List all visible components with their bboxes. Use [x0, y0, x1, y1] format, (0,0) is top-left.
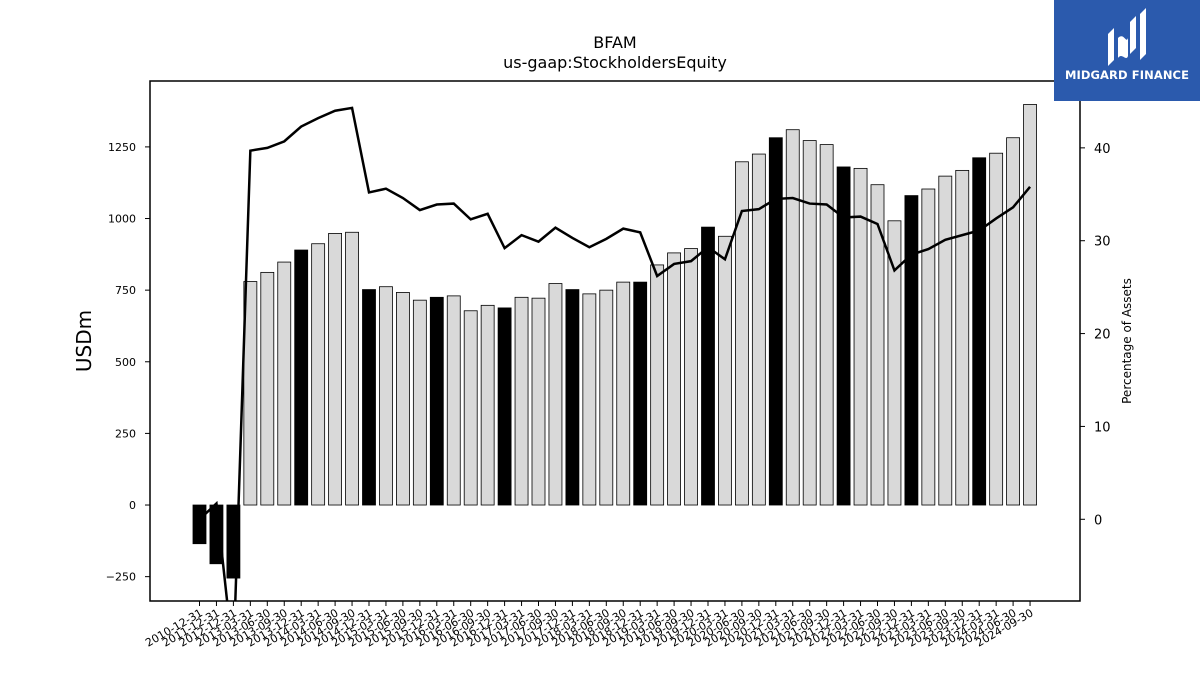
midgard-finance-logo: MIDGARD FINANCE — [1054, 0, 1200, 101]
bar-2019-03-31 — [650, 264, 665, 506]
bar-2015-06-30 — [395, 292, 410, 506]
bar-2014-12-31 — [362, 289, 376, 506]
bar-2017-06-30 — [531, 297, 546, 506]
bar-2018-03-31 — [582, 293, 597, 506]
y-tick-label: 750 — [115, 284, 136, 297]
bar-2016-03-31 — [446, 295, 461, 506]
bar-2020-03-31 — [718, 235, 732, 506]
bar-2020-12-31 — [768, 137, 783, 506]
bar-2014-06-30 — [328, 233, 343, 506]
y-axis-label: USDm — [72, 310, 96, 372]
bar-2014-03-31 — [311, 243, 326, 506]
y-tick-label: 0 — [129, 499, 136, 512]
right-axis-label: Percentage of Assets — [1120, 278, 1134, 404]
bar-2022-12-31 — [904, 195, 919, 506]
bar-2019-06-30 — [667, 252, 681, 506]
left-axis-ticks: −250 0 250 500 750 1000 1250 — [106, 141, 150, 584]
bar-2022-03-31 — [853, 167, 868, 506]
y-tick-label: 500 — [115, 356, 136, 369]
bar-2021-09-30 — [819, 144, 834, 506]
bar-2020-06-30 — [735, 161, 749, 506]
bar-2021-03-31 — [785, 129, 800, 506]
bar-2019-09-30 — [684, 248, 698, 506]
right-axis-ticks: 0 10 20 30 40 — [1080, 142, 1111, 528]
bar-2024-03-31 — [989, 152, 1004, 506]
y2-tick-label: 30 — [1094, 235, 1111, 250]
bar-2023-12-31 — [972, 157, 987, 506]
bar-2016-06-30 — [463, 310, 478, 506]
y2-tick-label: 20 — [1094, 328, 1111, 343]
plot-area-frame — [149, 80, 1081, 602]
bar-2018-12-31 — [633, 281, 648, 506]
x-axis-ticks: 2010-12-312011-12-312012-12-312013-03-31… — [143, 601, 1036, 650]
bar-series — [192, 104, 1037, 579]
y2-tick-label: 10 — [1094, 420, 1111, 435]
bar-2023-03-31 — [921, 188, 936, 506]
bar-2016-12-31 — [497, 307, 512, 506]
bar-2010-12-31 — [192, 504, 207, 545]
bar-2015-12-31 — [429, 296, 444, 506]
y-tick-label: 1000 — [108, 213, 136, 226]
y2-tick-label: 0 — [1094, 513, 1102, 528]
bar-2015-09-30 — [412, 299, 427, 506]
bar-2018-06-30 — [599, 289, 614, 506]
bar-2024-09-30 — [1023, 104, 1037, 506]
bar-2013-06-30 — [260, 271, 275, 506]
bar-2016-09-30 — [480, 304, 495, 506]
bar-2014-09-30 — [345, 231, 359, 506]
bar-2015-03-31 — [379, 286, 393, 506]
chart-subtitle: us-gaap:StockholdersEquity — [503, 53, 727, 72]
bar-2013-09-30 — [277, 261, 292, 506]
bar-2013-12-31 — [294, 249, 309, 506]
y2-tick-label: 40 — [1094, 142, 1111, 157]
bar-2013-03-31 — [243, 281, 258, 506]
logo-text: MIDGARD FINANCE — [1064, 68, 1190, 82]
bar-2023-09-30 — [955, 169, 970, 506]
y-tick-label: −250 — [106, 571, 136, 584]
bar-2017-12-31 — [565, 289, 580, 506]
bar-2024-06-30 — [1006, 137, 1020, 506]
bar-2022-09-30 — [887, 220, 902, 506]
y-tick-label: 250 — [115, 427, 136, 440]
bar-2018-09-30 — [616, 281, 631, 506]
bar-2017-09-30 — [548, 283, 563, 506]
y-tick-label: 1250 — [108, 141, 136, 154]
bar-2020-09-30 — [751, 153, 766, 506]
bar-2023-06-30 — [938, 175, 953, 506]
bar-2021-06-30 — [802, 140, 817, 506]
percentage-of-assets-line — [198, 106, 1032, 601]
midgard-logo-icon — [1108, 8, 1146, 66]
line-series — [198, 106, 1032, 601]
bar-2022-06-30 — [870, 184, 885, 506]
bar-2019-12-31 — [701, 226, 715, 506]
bar-2017-03-31 — [514, 296, 529, 506]
bar-2021-12-31 — [836, 166, 851, 506]
chart-title: BFAM — [593, 33, 636, 52]
